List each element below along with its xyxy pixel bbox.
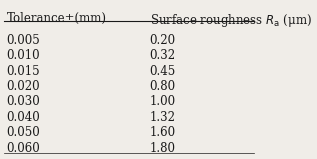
Text: 0.020: 0.020 — [7, 80, 40, 93]
Text: 0.32: 0.32 — [150, 49, 176, 62]
Text: 1.00: 1.00 — [150, 95, 176, 108]
Text: 0.45: 0.45 — [150, 65, 176, 78]
Text: 1.32: 1.32 — [150, 111, 176, 124]
Text: 0.005: 0.005 — [7, 34, 40, 47]
Text: 0.015: 0.015 — [7, 65, 40, 78]
Text: 0.20: 0.20 — [150, 34, 176, 47]
Text: Surface roughness $R_{\mathrm{a}}$ (μm): Surface roughness $R_{\mathrm{a}}$ (μm) — [150, 12, 312, 29]
Text: Tolerance±(mm): Tolerance±(mm) — [7, 12, 107, 25]
Text: 0.80: 0.80 — [150, 80, 176, 93]
Text: 0.060: 0.060 — [7, 142, 40, 155]
Text: 0.050: 0.050 — [7, 126, 40, 139]
Text: 1.80: 1.80 — [150, 142, 176, 155]
Text: 0.040: 0.040 — [7, 111, 40, 124]
Text: 0.030: 0.030 — [7, 95, 40, 108]
Text: 1.60: 1.60 — [150, 126, 176, 139]
Text: 0.010: 0.010 — [7, 49, 40, 62]
